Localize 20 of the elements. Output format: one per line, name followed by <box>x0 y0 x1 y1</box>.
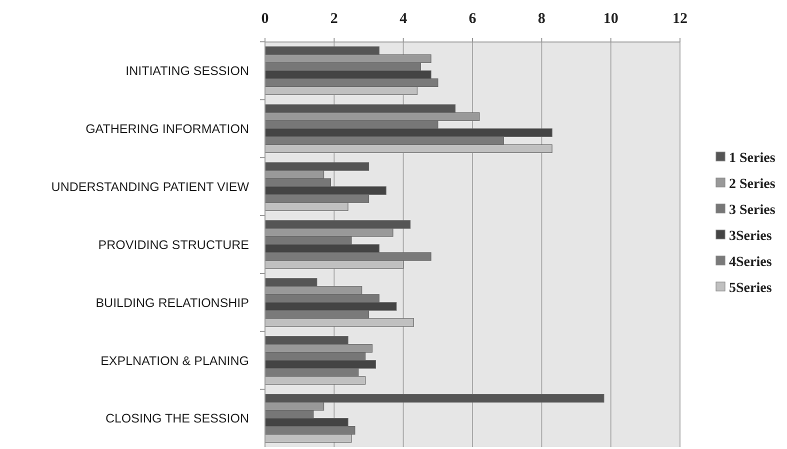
x-tick-label: 8 <box>538 11 546 27</box>
legend-label: 1 Series <box>729 150 776 166</box>
x-tick-label: 6 <box>468 11 477 27</box>
x-tick-label: 12 <box>672 11 688 27</box>
y-tick-label: INITIATING SESSION <box>126 64 249 78</box>
y-tick-label: BUILDING RELATIONSHIP <box>96 296 249 310</box>
x-tick-label: 0 <box>261 11 269 27</box>
x-tick-label: 10 <box>603 11 618 27</box>
y-tick-label: EXPLNATION & PLANING <box>100 354 249 368</box>
legend-label: 2 Series <box>729 176 776 192</box>
y-tick-label: PROVIDING STRUCTURE <box>98 238 249 252</box>
x-tick-label: 4 <box>400 11 408 27</box>
legend-label: 5Series <box>729 280 772 296</box>
y-tick-label: GATHERING INFORMATION <box>86 122 249 136</box>
legend-label: 3 Series <box>729 202 776 218</box>
y-tick-label: CLOSING THE SESSION <box>105 412 249 426</box>
legend-label: 4Series <box>729 254 772 270</box>
x-tick-label: 2 <box>330 11 338 27</box>
legend-label: 3Series <box>729 228 772 244</box>
y-tick-label: UNDERSTANDING PATIENT VIEW <box>51 180 250 194</box>
